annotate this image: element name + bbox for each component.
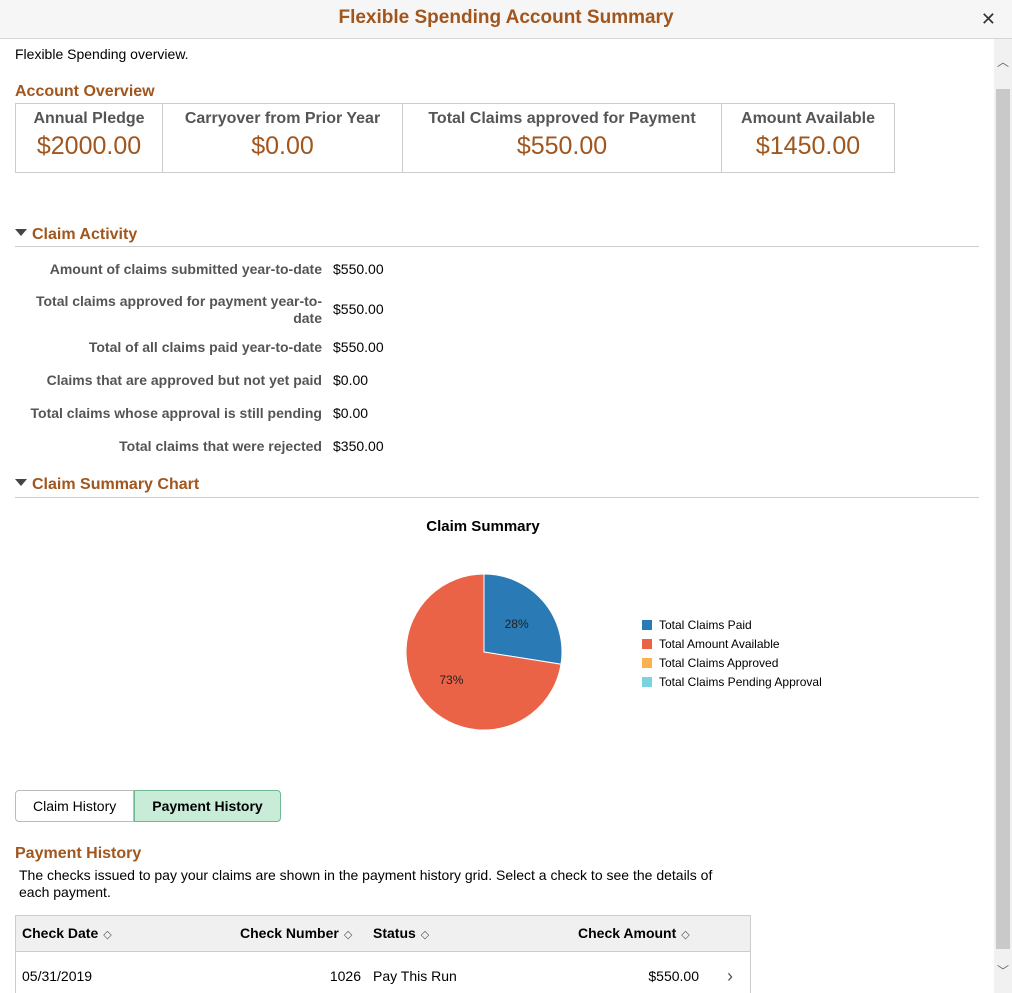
column-header-check-number[interactable]: Check Number ◇ bbox=[240, 916, 352, 953]
overview-cell-annual-pledge: Annual Pledge $2000.00 bbox=[16, 104, 163, 172]
sort-icon: ◇ bbox=[343, 929, 353, 941]
legend-swatch bbox=[642, 638, 652, 649]
history-tabs: Claim History Payment History bbox=[15, 790, 281, 822]
chart-title: Claim Summary bbox=[426, 518, 540, 535]
pie-slice bbox=[483, 573, 563, 665]
overview-label: Total Claims approved for Payment bbox=[428, 110, 696, 127]
overview-cell-total-claims-approved: Total Claims approved for Payment $550.0… bbox=[403, 104, 722, 172]
claim-activity-toggle[interactable]: Claim Activity bbox=[15, 226, 137, 244]
legend-label: Total Claims Paid bbox=[659, 617, 752, 632]
table-row[interactable]: 05/31/2019 1026 Pay This Run $550.00 › bbox=[16, 952, 750, 993]
collapse-triangle-icon bbox=[15, 229, 27, 237]
intro-text: Flexible Spending overview. bbox=[15, 46, 189, 62]
claim-summary-chart-toggle[interactable]: Claim Summary Chart bbox=[15, 476, 199, 494]
activity-value: $550.00 bbox=[333, 261, 384, 277]
pie-slice bbox=[405, 573, 562, 731]
legend-swatch bbox=[642, 657, 652, 668]
activity-value: $0.00 bbox=[333, 405, 369, 421]
payment-history-title: Payment History bbox=[15, 845, 142, 862]
legend-item: Total Claims Approved bbox=[642, 653, 822, 672]
pie-chart: 28% 73% bbox=[405, 573, 563, 731]
activity-label: Amount of claims submitted year-to-date bbox=[49, 261, 322, 277]
pie-slice-label: 73% bbox=[439, 673, 463, 687]
payment-history-description: The checks issued to pay your claims are… bbox=[19, 867, 713, 900]
check-date-cell: 05/31/2019 bbox=[22, 968, 93, 984]
collapse-triangle-icon bbox=[15, 479, 27, 487]
scroll-up-icon[interactable]: ︿ bbox=[997, 55, 1010, 69]
tab-payment-history[interactable]: Payment History bbox=[134, 790, 281, 822]
legend-item: Total Claims Paid bbox=[642, 615, 822, 634]
column-label: Check Number bbox=[240, 925, 339, 941]
window-titlebar: Flexible Spending Account Summary ✕ bbox=[0, 0, 1012, 39]
activity-value: $550.00 bbox=[333, 301, 384, 317]
column-label: Check Amount bbox=[578, 925, 677, 941]
activity-label: Claims that are approved but not yet pai… bbox=[46, 372, 322, 388]
column-header-status[interactable]: Status ◇ bbox=[373, 916, 429, 953]
overview-label: Annual Pledge bbox=[33, 110, 145, 127]
overview-label: Amount Available bbox=[741, 110, 875, 127]
grid-header: Check Date ◇ Check Number ◇ Status ◇ Check … bbox=[16, 916, 750, 952]
status-cell: Pay This Run bbox=[373, 968, 457, 984]
vertical-scrollbar[interactable]: ︿ ﹀ bbox=[994, 39, 1012, 993]
payment-history-grid: Check Date ◇ Check Number ◇ Status ◇ Check … bbox=[15, 915, 751, 993]
overview-label: Carryover from Prior Year bbox=[184, 110, 381, 127]
pie-slice-label: 28% bbox=[505, 617, 529, 631]
sort-icon: ◇ bbox=[681, 929, 690, 941]
check-number-cell: 1026 bbox=[329, 968, 361, 984]
claim-activity-title: Claim Activity bbox=[32, 226, 138, 243]
account-overview-table: Annual Pledge $2000.00 Carryover from Pr… bbox=[15, 103, 895, 173]
chart-legend: Total Claims Paid Total Amount Available T… bbox=[642, 615, 822, 691]
claim-summary-chart-title: Claim Summary Chart bbox=[32, 476, 200, 493]
overview-value: $0.00 bbox=[251, 132, 314, 160]
window-title: Flexible Spending Account Summary bbox=[338, 7, 674, 28]
close-icon[interactable]: ✕ bbox=[980, 9, 996, 29]
column-header-check-date[interactable]: Check Date ◇ bbox=[22, 916, 112, 953]
legend-label: Total Claims Pending Approval bbox=[659, 674, 822, 689]
activity-value: $550.00 bbox=[333, 339, 384, 355]
activity-label: Total claims that were rejected bbox=[119, 438, 322, 454]
chevron-right-icon[interactable]: › bbox=[727, 966, 733, 986]
tab-claim-history[interactable]: Claim History bbox=[15, 790, 135, 822]
column-label: Status bbox=[373, 925, 416, 941]
main-content: Flexible Spending overview. Account Over… bbox=[0, 39, 994, 993]
account-overview-title: Account Overview bbox=[15, 83, 155, 100]
legend-swatch bbox=[642, 676, 652, 687]
overview-cell-amount-available: Amount Available $1450.00 bbox=[722, 104, 894, 172]
activity-label: Total claims approved for payment year-t… bbox=[35, 293, 322, 326]
overview-value: $1450.00 bbox=[755, 132, 861, 160]
scrollbar-thumb[interactable] bbox=[996, 89, 1010, 949]
activity-value: $0.00 bbox=[333, 372, 369, 388]
activity-value: $350.00 bbox=[333, 438, 384, 454]
legend-label: Total Amount Available bbox=[659, 636, 780, 651]
legend-swatch bbox=[642, 619, 652, 630]
column-label: Check Date bbox=[22, 925, 99, 941]
overview-value: $550.00 bbox=[516, 132, 608, 160]
section-divider bbox=[15, 497, 979, 498]
scroll-down-icon[interactable]: ﹀ bbox=[997, 964, 1010, 978]
overview-cell-carryover: Carryover from Prior Year $0.00 bbox=[163, 104, 403, 172]
legend-item: Total Claims Pending Approval bbox=[642, 672, 822, 691]
overview-value: $2000.00 bbox=[36, 132, 142, 160]
column-header-check-amount[interactable]: Check Amount ◇ bbox=[578, 916, 690, 953]
sort-icon: ◇ bbox=[420, 929, 430, 941]
legend-item: Total Amount Available bbox=[642, 634, 822, 653]
legend-label: Total Claims Approved bbox=[659, 655, 779, 670]
activity-label: Total claims whose approval is still pen… bbox=[30, 405, 322, 421]
section-divider bbox=[15, 246, 979, 247]
activity-label: Total of all claims paid year-to-date bbox=[88, 339, 322, 355]
sort-icon: ◇ bbox=[103, 929, 112, 941]
check-amount-cell: $550.00 bbox=[648, 968, 699, 984]
